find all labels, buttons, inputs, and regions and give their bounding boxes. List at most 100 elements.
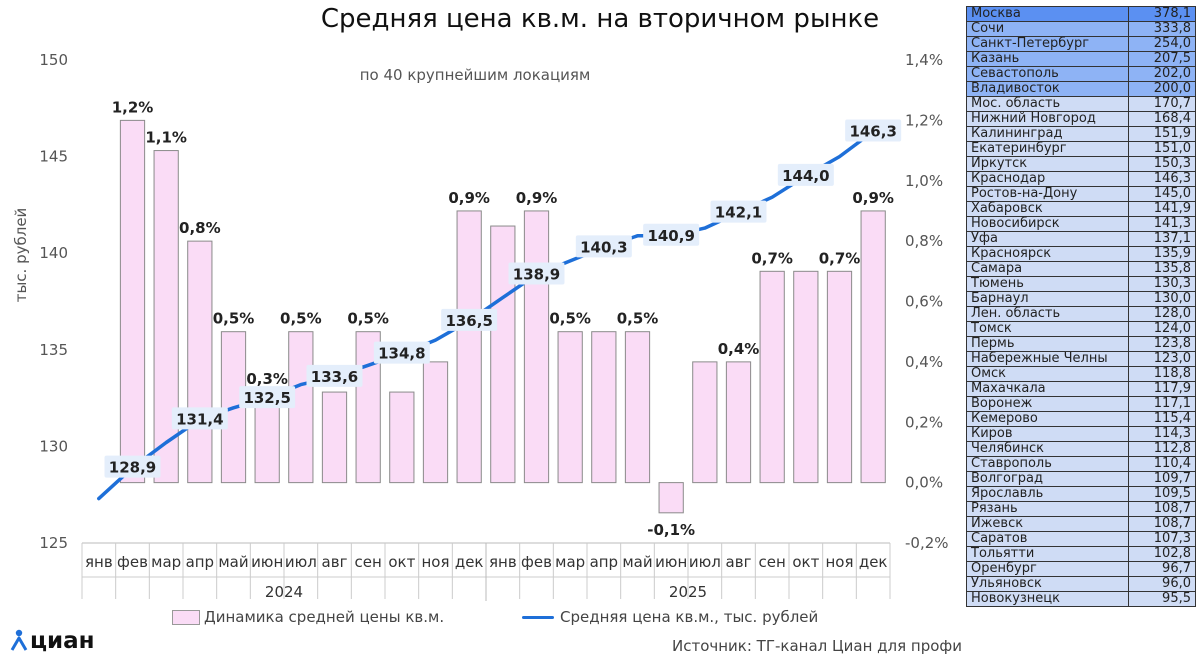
table-cell-city: Санкт-Петербург — [966, 36, 1129, 52]
table-cell-city: Набережные Челны — [966, 351, 1129, 367]
bar — [759, 270, 785, 484]
table-cell-value: 202,0 — [1128, 66, 1196, 82]
table-row: Новосибирск 141,3 — [966, 216, 1196, 232]
table-cell-value: 95,5 — [1128, 591, 1196, 607]
line-data-label: 131,4 — [176, 410, 223, 428]
table-cell-city: Киров — [966, 426, 1129, 442]
table-row: Воронеж 117,1 — [966, 396, 1196, 412]
table-cell-city: Оренбург — [966, 561, 1129, 577]
bar — [389, 391, 415, 484]
table-cell-value: 137,1 — [1128, 231, 1196, 247]
line-label-box — [575, 235, 632, 258]
y-right-tick-label: -0,2% — [905, 534, 949, 552]
bar-data-label: 0,9% — [448, 189, 490, 207]
table-row: Рязань 108,7 — [966, 501, 1196, 517]
table-cell-value: 110,4 — [1128, 456, 1196, 472]
table-row: Ижевск 108,7 — [966, 516, 1196, 532]
table-cell-value: 135,9 — [1128, 246, 1196, 262]
table-cell-city: Москва — [966, 6, 1129, 22]
table-cell-city: Казань — [966, 51, 1129, 67]
x-tick-label: май — [218, 553, 248, 571]
table-cell-city: Новосибирск — [966, 216, 1129, 232]
table-cell-city: Лен. область — [966, 306, 1129, 322]
table-cell-value: 130,3 — [1128, 276, 1196, 292]
table-row: Ярославль 109,5 — [966, 486, 1196, 502]
x-tick-label: ноя — [825, 553, 853, 571]
y-left-axis-label: тыс. рублей — [12, 208, 30, 303]
table-cell-city: Махачкала — [966, 381, 1129, 397]
x-tick-label: окт — [792, 553, 819, 571]
table-row: Лен. область 128,0 — [966, 306, 1196, 322]
table-row: Барнаул 130,0 — [966, 291, 1196, 307]
table-cell-value: 108,7 — [1128, 516, 1196, 532]
line-label-box — [845, 119, 902, 142]
bar-data-label: 0,5% — [347, 310, 389, 328]
table-row: Санкт-Петербург 254,0 — [966, 36, 1196, 52]
table-cell-value: 145,0 — [1128, 186, 1196, 202]
year-label: 2024 — [265, 583, 303, 601]
table-cell-value: 378,1 — [1128, 6, 1196, 22]
table-cell-value: 146,3 — [1128, 171, 1196, 187]
bar — [725, 361, 752, 484]
table-cell-value: 150,3 — [1128, 156, 1196, 172]
table-cell-value: 109,7 — [1128, 471, 1196, 487]
table-row: Тюмень 130,3 — [966, 276, 1196, 292]
table-cell-city: Ижевск — [966, 516, 1129, 532]
table-row: Калининград 151,9 — [966, 126, 1196, 142]
x-tick-label: ноя — [421, 553, 449, 571]
line-data-label: 144,0 — [782, 167, 829, 185]
line-data-label: 134,8 — [378, 345, 425, 363]
bar-data-label: 1,1% — [145, 129, 187, 147]
table-row: Омск 118,8 — [966, 366, 1196, 382]
y-right-tick-label: 1,0% — [905, 172, 943, 190]
table-cell-city: Челябинск — [966, 441, 1129, 457]
x-tick-label: апр — [590, 553, 619, 571]
table-row: Сочи 333,8 — [966, 21, 1196, 37]
table-cell-value: 124,0 — [1128, 321, 1196, 337]
x-tick-label: мар — [555, 553, 585, 571]
legend-line-label: Средняя цена кв.м., тыс. рублей — [560, 608, 819, 626]
table-cell-city: Екатеринбург — [966, 141, 1129, 157]
table-row: Красноярск 135,9 — [966, 246, 1196, 262]
table-cell-value: 118,8 — [1128, 366, 1196, 382]
y-right-tick-label: 1,4% — [905, 51, 943, 69]
table-cell-city: Сочи — [966, 21, 1129, 37]
table-row: Краснодар 146,3 — [966, 171, 1196, 187]
table-cell-value: 135,8 — [1128, 261, 1196, 277]
table-row: Пермь 123,8 — [966, 336, 1196, 352]
y-left-tick-label: 145 — [39, 148, 68, 166]
line-label-box — [171, 407, 228, 430]
bar — [523, 210, 550, 484]
table-row: Набережные Челны 123,0 — [966, 351, 1196, 367]
x-tick-label: июл — [689, 553, 721, 571]
line-data-label: 132,5 — [243, 389, 290, 407]
table-row: Нижний Новгород 168,4 — [966, 111, 1196, 127]
legend-line: Средняя цена кв.м., тыс. рублей — [522, 608, 818, 626]
bar-data-label: 0,5% — [549, 310, 591, 328]
bar — [321, 391, 348, 484]
bar — [153, 150, 179, 484]
table-cell-value: 102,8 — [1128, 546, 1196, 562]
table-cell-city: Тольятти — [966, 546, 1129, 562]
bar-data-label: 0,7% — [819, 249, 861, 267]
table-row: Тольятти 102,8 — [966, 546, 1196, 562]
table-cell-value: 115,4 — [1128, 411, 1196, 427]
line-data-label: 136,5 — [445, 312, 492, 330]
table-cell-value: 151,0 — [1128, 141, 1196, 157]
legend-line-swatch — [522, 615, 554, 619]
x-tick-label: мар — [151, 553, 181, 571]
y-right-tick-label: 0,0% — [905, 474, 943, 492]
line-data-label: 140,3 — [580, 238, 627, 256]
table-row: Саратов 107,3 — [966, 531, 1196, 547]
x-tick-label: фев — [117, 553, 148, 571]
x-tick-label: янв — [489, 553, 517, 571]
table-cell-city: Ростов-на-Дону — [966, 186, 1129, 202]
line-label-box — [239, 386, 296, 409]
y-right-tick-label: 0,2% — [905, 413, 943, 431]
x-tick-label: сен — [355, 553, 382, 571]
x-tick-label: авг — [322, 553, 348, 571]
city-price-table-body: Москва 378,1 Сочи 333,8 Санкт-Петербург 254,0… — [966, 6, 1196, 607]
table-cell-city: Пермь — [966, 336, 1129, 352]
bar-data-label: 1,2% — [112, 98, 154, 116]
table-row: Оренбург 96,7 — [966, 561, 1196, 577]
